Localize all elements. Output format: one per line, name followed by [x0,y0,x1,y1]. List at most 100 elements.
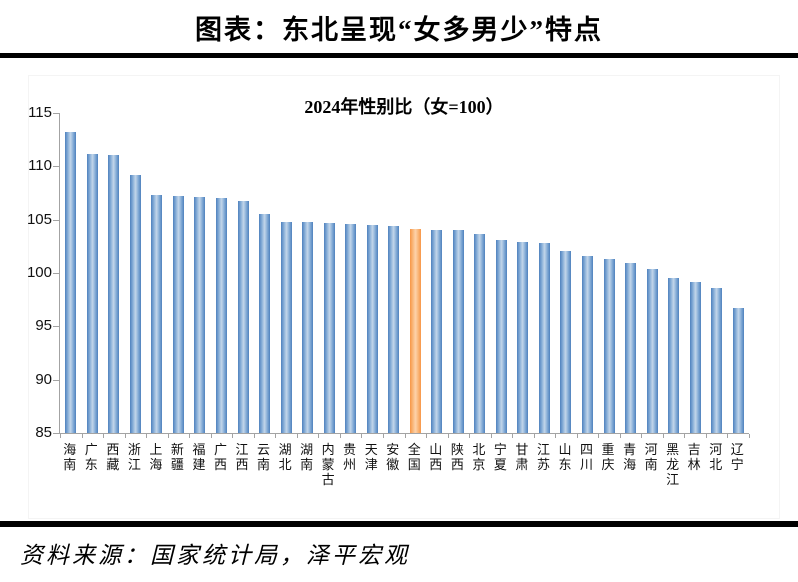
top-divider [0,53,798,58]
x-axis-tick [490,434,492,438]
x-axis-tick [232,434,234,438]
bar-宁夏 [495,239,507,433]
x-label-青海: 青海 [623,442,637,472]
bar-河北 [711,287,723,433]
x-axis-tick [469,434,471,438]
bar-贵州 [345,223,357,433]
y-axis-label-90: 90 [35,370,52,388]
bar-slot-北京 [469,113,491,433]
x-label-吉林: 吉林 [687,442,701,472]
bar-福建 [194,197,206,433]
bar-河南 [646,268,658,433]
bar-slot-湖南 [297,113,319,433]
bar-slot-山西 [426,113,448,433]
bar-slot-新疆 [168,113,190,433]
y-axis-tick-105 [53,219,60,221]
bottom-divider [0,521,798,527]
x-label-四川: 四川 [580,442,594,472]
x-label-浙江: 浙江 [127,442,141,472]
bar-江西 [237,200,249,433]
x-label-安徽: 安徽 [386,442,400,472]
bar-海南 [65,132,77,433]
bar-江苏 [538,243,550,433]
x-label-全国: 全国 [407,442,421,472]
bar-西藏 [108,154,120,433]
x-label-江苏: 江苏 [536,442,550,472]
bar-全国 [409,229,421,433]
bar-吉林 [689,281,701,433]
x-axis-tick [296,434,298,438]
bar-北京 [474,233,486,433]
x-axis-tick [275,434,277,438]
x-label-北京: 北京 [472,442,486,472]
chart-panel: 2024年性别比（女=100） 85 90 95 100 105 110 115 海南广东西… [27,75,780,519]
bar-slot-天津 [361,113,383,433]
x-label-陕西: 陕西 [450,442,464,472]
bar-slot-青海 [620,113,642,433]
x-axis-tick [103,434,105,438]
bar-slot-广东 [82,113,104,433]
x-axis-tick [533,434,535,438]
x-axis-tick [684,434,686,438]
bar-山西 [431,230,443,433]
x-axis-tick [598,434,600,438]
x-axis-tick [447,434,449,438]
x-axis-tick [576,434,578,438]
bar-山东 [560,250,572,433]
x-axis-tick [619,434,621,438]
page-title: 图表：东北呈现“女多男少”特点 [195,15,603,45]
x-axis-tick [705,434,707,438]
x-label-云南: 云南 [257,442,271,472]
x-label-内蒙古: 内蒙古 [321,442,335,487]
y-axis-tick-90 [53,379,60,381]
y-axis-tick-110 [53,166,60,168]
x-label-江西: 江西 [235,442,249,472]
bar-slot-辽宁 [727,113,749,433]
x-axis-tick [189,434,191,438]
bar-slot-全国 [405,113,427,433]
bar-slot-上海 [146,113,168,433]
y-axis-tick-95 [53,326,60,328]
x-axis-labels: 海南广东西藏浙江上海新疆福建广西江西云南湖北湖南内蒙古贵州天津安徽全国山西陕西北… [59,442,748,487]
x-axis-tick [555,434,557,438]
x-axis-tick [749,434,750,438]
bar-slot-贵州 [340,113,362,433]
bar-slot-安徽 [383,113,405,433]
bar-slot-江苏 [534,113,556,433]
bar-甘肃 [517,242,529,433]
y-axis-label-105: 105 [26,210,52,228]
x-axis-tick [318,434,320,438]
bar-湖北 [280,221,292,433]
bar-slot-海南 [60,113,82,433]
x-axis-tick [382,434,384,438]
y-axis-tick-115 [53,113,60,114]
bar-slot-陕西 [448,113,470,433]
y-axis-label-115: 115 [28,104,52,121]
bar-广东 [86,153,98,433]
x-label-广东: 广东 [84,442,98,472]
bar-slot-黑龙江 [663,113,685,433]
x-label-黑龙江: 黑龙江 [666,442,680,487]
bar-浙江 [129,174,141,433]
x-label-宁夏: 宁夏 [493,442,507,472]
x-label-西藏: 西藏 [106,442,120,472]
x-label-福建: 福建 [192,442,206,472]
x-axis-tick [512,434,514,438]
bar-slot-浙江 [125,113,147,433]
x-label-湖北: 湖北 [278,442,292,472]
x-axis-tick [210,434,212,438]
bar-云南 [259,214,271,433]
y-axis-tick-100 [53,273,60,274]
x-label-上海: 上海 [149,442,163,472]
bar-广西 [215,198,227,433]
plot-area: 85 90 95 100 105 110 115 [27,105,750,441]
x-label-海南: 海南 [63,442,77,472]
bar-青海 [625,263,637,433]
bar-内蒙古 [323,222,335,433]
bar-series [60,113,749,433]
x-label-河南: 河南 [644,442,658,472]
bar-上海 [151,195,163,433]
bar-slot-河南 [641,113,663,433]
bar-slot-山东 [555,113,577,433]
x-label-重庆: 重庆 [601,442,615,472]
